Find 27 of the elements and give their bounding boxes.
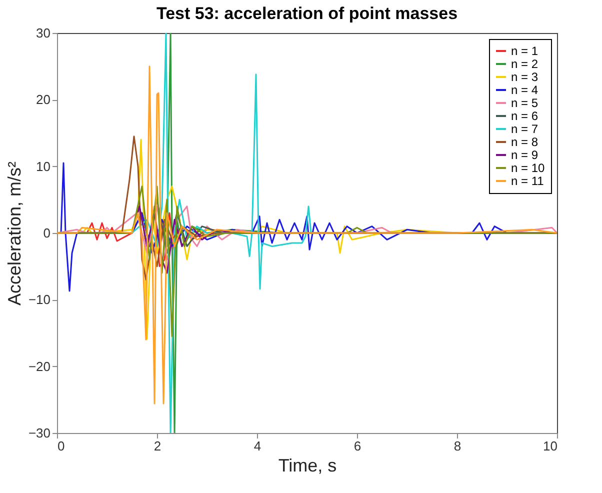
- legend-label: n = 9: [511, 148, 538, 162]
- x-axis-title: Time, s: [278, 456, 337, 476]
- x-tick-label: 10: [543, 438, 558, 454]
- y-tick-label: 10: [36, 158, 50, 174]
- x-tick-label: 4: [254, 438, 262, 454]
- legend-label: n = 4: [511, 83, 538, 97]
- x-tick-label: 8: [454, 438, 462, 454]
- legend-label: n = 11: [511, 174, 544, 188]
- legend-label: n = 1: [511, 44, 538, 58]
- y-tick-label: −20: [28, 358, 50, 374]
- y-axis-title: Acceleration, m/s²: [4, 161, 24, 306]
- x-tick-label: 0: [58, 438, 65, 454]
- chart-title: Test 53: acceleration of point masses: [156, 4, 458, 23]
- legend-label: n = 3: [511, 70, 538, 84]
- legend-label: n = 6: [511, 109, 538, 123]
- legend-label: n = 10: [511, 161, 546, 175]
- legend-label: n = 8: [511, 135, 538, 149]
- y-tick-label: −10: [28, 292, 50, 308]
- y-tick-label: 20: [36, 92, 50, 108]
- y-tick-label: 30: [36, 26, 50, 40]
- legend-label: n = 7: [511, 122, 538, 136]
- y-tick-label: −30: [28, 426, 50, 440]
- legend-label: n = 2: [511, 57, 538, 71]
- y-tick-label: 0: [43, 226, 50, 240]
- legend-label: n = 5: [511, 96, 538, 110]
- x-tick-label: 6: [354, 438, 362, 454]
- x-tick-label: 2: [154, 438, 162, 454]
